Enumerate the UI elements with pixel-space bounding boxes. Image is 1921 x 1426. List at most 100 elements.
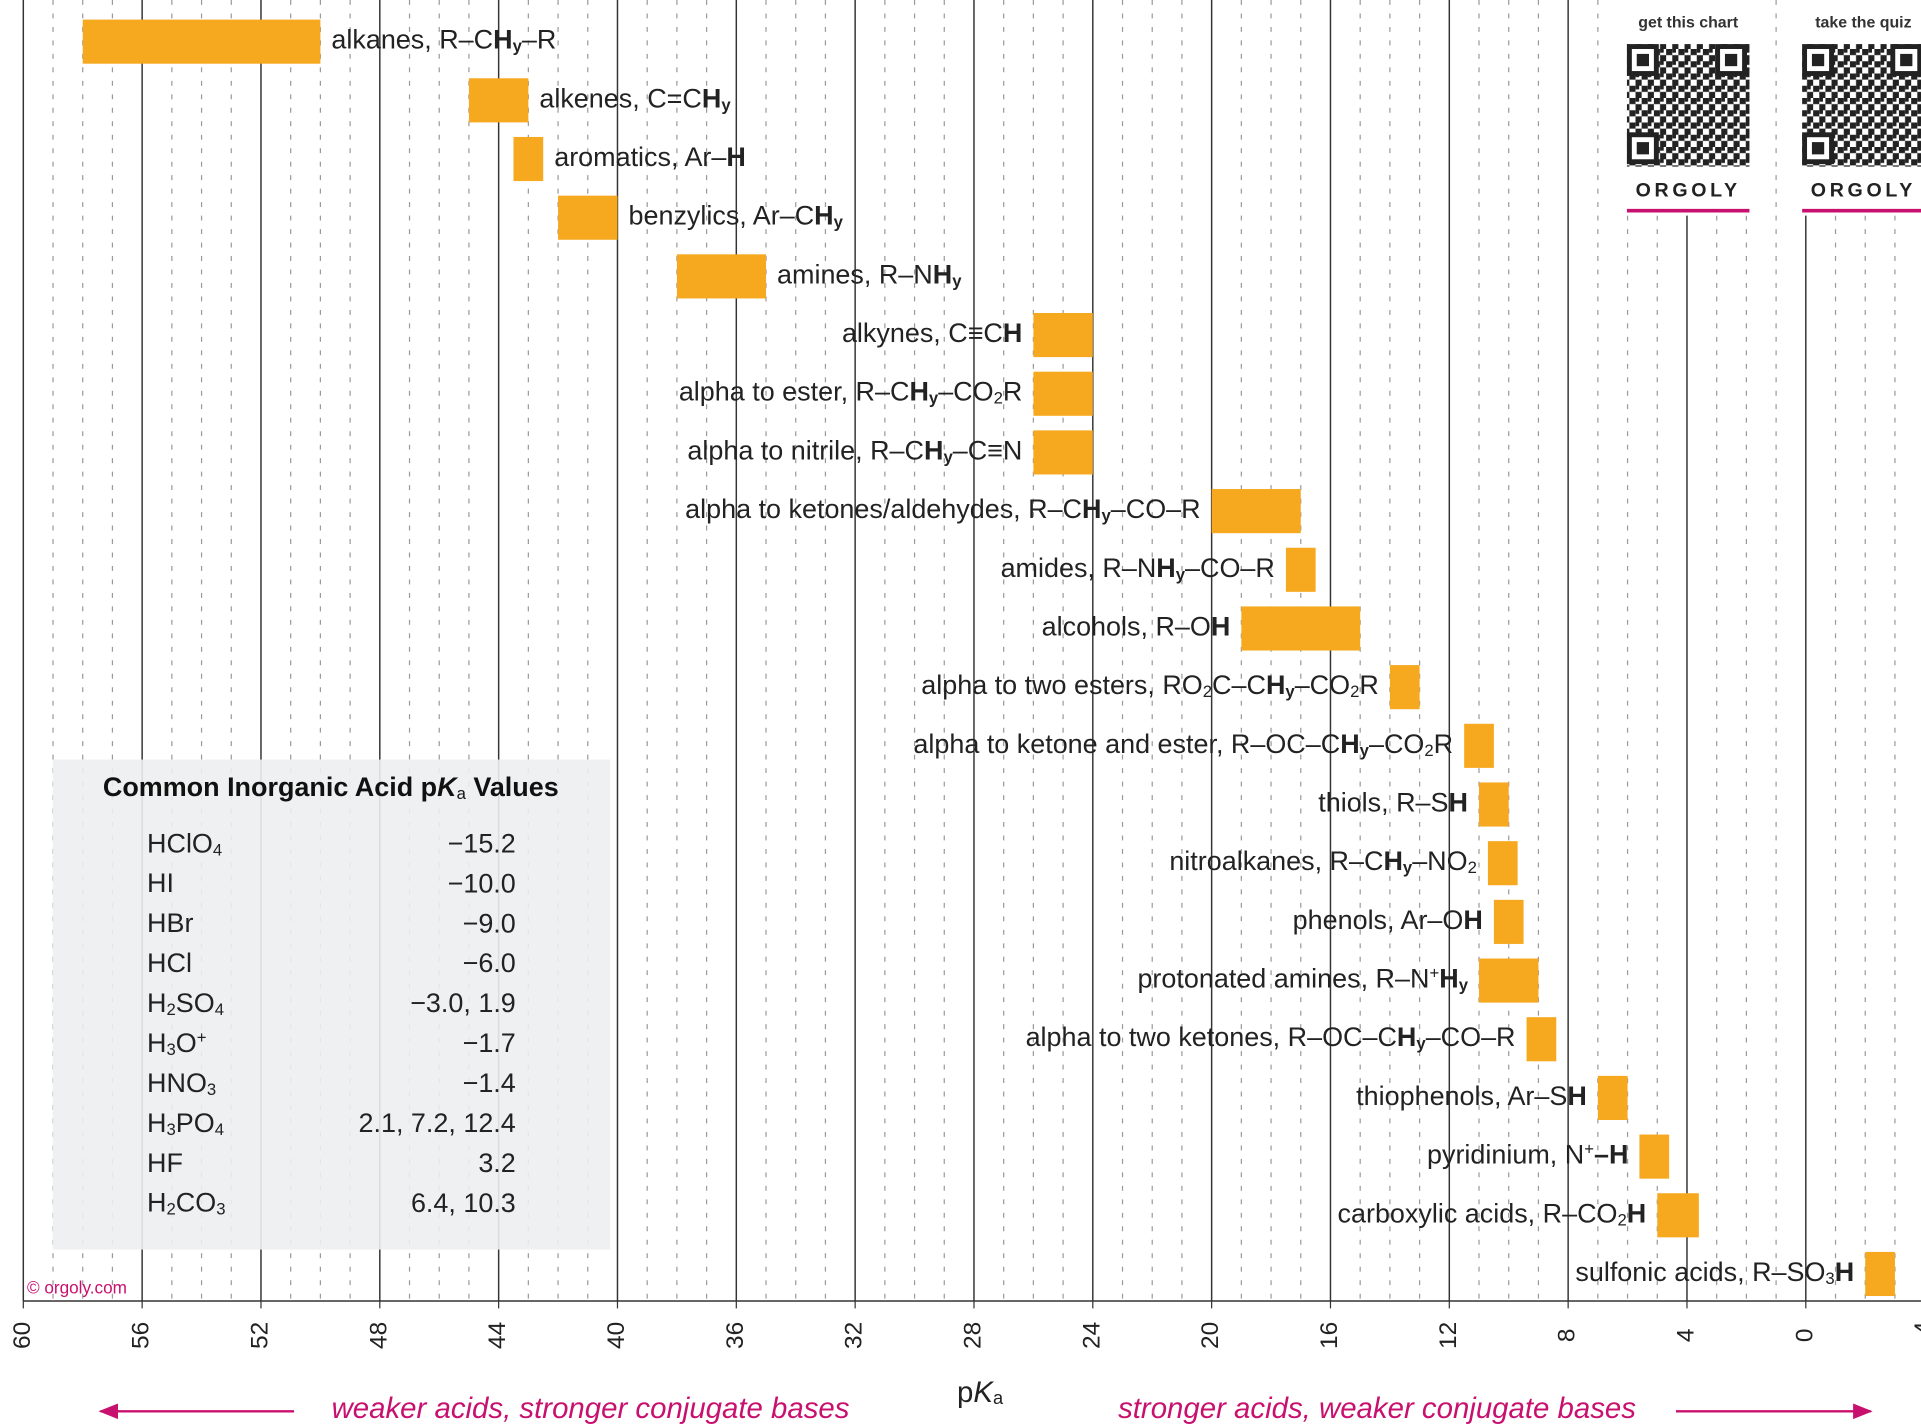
x-tick-label: 52	[246, 1322, 273, 1349]
inset-title: Common Inorganic Acid pKa Values	[103, 772, 559, 802]
text-part: y	[943, 447, 953, 466]
bar-label: thiols, R–SH	[1318, 788, 1468, 818]
bar	[676, 254, 767, 299]
text-part: sulfonic acids, R–SO	[1575, 1257, 1825, 1287]
text-part: H	[147, 1108, 166, 1138]
text-part: y	[952, 271, 962, 290]
bar	[1033, 313, 1093, 358]
text-part: –NO	[1412, 846, 1467, 876]
text-part: H	[1439, 964, 1458, 994]
formula: H2CO3	[147, 1188, 225, 1218]
formula: H3O+	[147, 1028, 206, 1058]
bar	[1241, 606, 1361, 651]
text-part: 3	[1825, 1268, 1834, 1287]
x-tick-label: 40	[603, 1322, 630, 1349]
qr-caption: get this chart	[1638, 14, 1739, 31]
text-part: HF	[147, 1148, 183, 1178]
text-part: p	[957, 1376, 973, 1409]
text-part: 4	[215, 1000, 224, 1019]
x-tick-label: 4	[1672, 1329, 1699, 1343]
bar	[468, 78, 529, 123]
text-part: H	[702, 83, 721, 113]
bar	[1865, 1251, 1895, 1297]
qr-finder-dot	[1900, 53, 1913, 67]
text-part: CO	[176, 1188, 216, 1218]
x-tick-label: 20	[1197, 1322, 1224, 1349]
text-part: thiophenols, Ar–S	[1356, 1081, 1567, 1111]
text-part: 4	[213, 840, 222, 859]
text-part: 2	[167, 1199, 176, 1218]
text-part: +	[197, 1028, 207, 1047]
text-part: –CO–R	[1426, 1022, 1516, 1052]
text-part: C–C	[1212, 670, 1266, 700]
text-part: alkynes, C≡C	[842, 318, 1003, 348]
text-part: alpha to two ketones, R–OC–C	[1026, 1022, 1397, 1052]
qr-finder-dot	[1811, 142, 1825, 155]
text-part: –CO	[1369, 729, 1424, 759]
bar-label: alpha to ester, R–CHy–CO2R	[679, 377, 1023, 407]
qr-finder-dot	[1811, 53, 1825, 67]
text-part: pyridinium, N	[1427, 1140, 1584, 1170]
bar	[1657, 1193, 1699, 1238]
x-tick-label: 24	[1078, 1322, 1105, 1349]
bar	[1479, 958, 1539, 1003]
text-part: H	[1449, 788, 1468, 818]
text-part: 2	[1468, 858, 1477, 877]
text-part: alpha to two esters, RO	[921, 670, 1202, 700]
x-tick-label: 32	[841, 1322, 868, 1349]
text-part: 2	[1350, 682, 1359, 701]
text-part: 2	[167, 1000, 176, 1019]
text-part: HCl	[147, 948, 192, 978]
text-part: H	[1266, 670, 1285, 700]
text-part: H	[147, 988, 166, 1018]
bar-label: alkanes, R–CHy–R	[331, 25, 556, 55]
bar-label: nitroalkanes, R–CHy–NO2	[1169, 846, 1477, 876]
bar	[1526, 1017, 1557, 1062]
pka-value: −1.7	[463, 1028, 516, 1058]
text-part: –C≡N	[953, 436, 1023, 466]
formula: H3PO4	[147, 1108, 224, 1138]
text-part: 3	[167, 1119, 176, 1138]
bar-label: aromatics, Ar–H	[554, 142, 746, 172]
bar-label: alpha to two ketones, R–OC–CHy–CO–R	[1026, 1022, 1516, 1052]
text-part: H	[726, 142, 745, 172]
text-part: H	[1340, 729, 1359, 759]
text-part: alpha to ketone and ester, R–OC–C	[913, 729, 1340, 759]
bar-label: alkynes, C≡CH	[842, 318, 1022, 348]
bar-label: amides, R–NHy–CO–R	[1001, 553, 1275, 583]
text-part: HI	[147, 868, 174, 898]
text-part: y	[1459, 975, 1469, 994]
formula: H2SO4	[147, 988, 224, 1018]
text-part: y	[1360, 740, 1370, 759]
text-part: 3	[167, 1040, 176, 1059]
right-note: stronger acids, weaker conjugate bases	[1118, 1392, 1636, 1425]
text-part: phenols, Ar–O	[1293, 905, 1464, 935]
text-part: R	[1434, 729, 1453, 759]
text-part: H	[1156, 553, 1175, 583]
text-part: 3	[216, 1199, 225, 1218]
formula: HClO4	[147, 828, 222, 858]
text-part: y	[1176, 564, 1186, 583]
text-part: a	[993, 1388, 1004, 1408]
text-part: K	[973, 1376, 994, 1409]
text-part: thiols, R–S	[1318, 788, 1448, 818]
text-part: 2	[1203, 682, 1212, 701]
grid	[22, 0, 1896, 1302]
text-part: H	[1383, 846, 1402, 876]
text-part: H	[1397, 1022, 1416, 1052]
bar	[1487, 841, 1518, 886]
text-part: protonated amines, R–N	[1137, 964, 1429, 994]
text-part: Common Inorganic Acid p	[103, 772, 437, 802]
formula: HNO3	[147, 1068, 216, 1098]
bar-label: alpha to ketone and ester, R–OC–CHy–CO2R	[913, 729, 1453, 759]
bar	[1639, 1134, 1670, 1179]
bar-label: alpha to nitrile, R–CHy–C≡N	[687, 436, 1022, 466]
x-tick-label: 48	[365, 1322, 392, 1349]
left-note: weaker acids, stronger conjugate bases	[332, 1392, 850, 1425]
text-part: y	[1285, 682, 1295, 701]
pka-value: 6.4, 10.3	[411, 1188, 516, 1218]
bar-label: alcohols, R–OH	[1042, 612, 1231, 642]
